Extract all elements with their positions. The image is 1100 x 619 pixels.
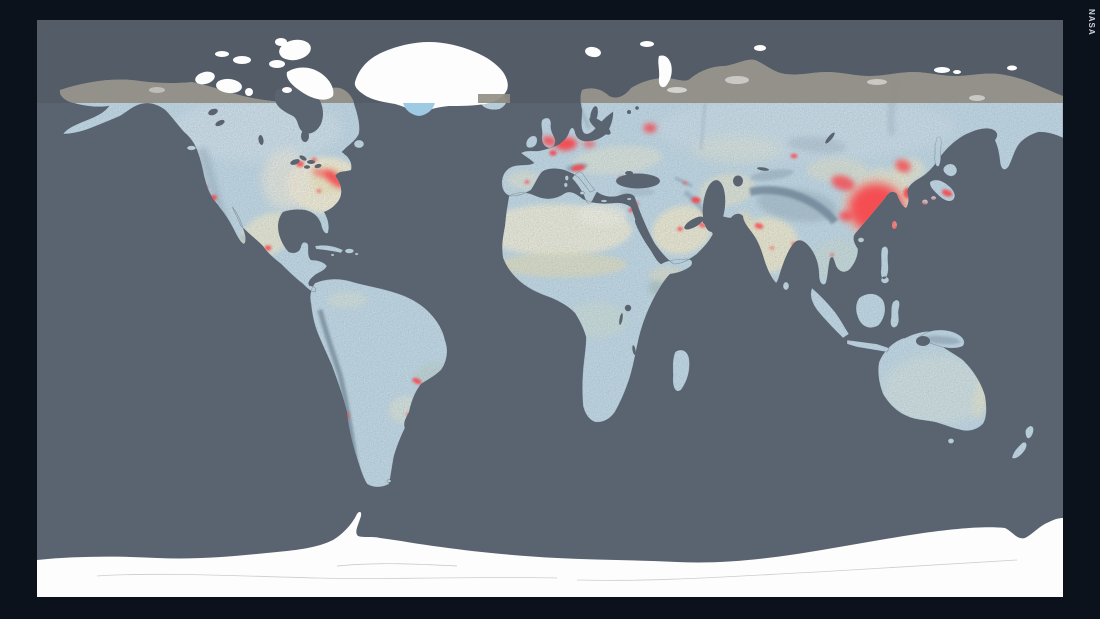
hotspot-madrid bbox=[524, 180, 530, 184]
hotspot-ohio-valley bbox=[312, 168, 330, 178]
hotspot-poland-silesia bbox=[583, 140, 595, 148]
hotspot-beijing-northeast bbox=[895, 159, 911, 173]
hotspot-delhi-punjab bbox=[754, 223, 764, 229]
greenland-south-tip bbox=[403, 103, 435, 116]
hotspot-atlanta bbox=[316, 189, 322, 193]
hotspot-india-interior-1 bbox=[769, 246, 775, 250]
sea-of-okhotsk bbox=[958, 128, 998, 152]
red-sea bbox=[634, 219, 662, 261]
lake-victoria bbox=[624, 304, 632, 312]
caspian-sea bbox=[702, 180, 726, 232]
hotspot-mexico-city bbox=[264, 245, 272, 251]
world-map-area bbox=[37, 20, 1063, 597]
hotspot-tehran bbox=[691, 196, 701, 204]
hudson-bay bbox=[274, 86, 323, 134]
hotspot-persian-gulf-coast bbox=[698, 222, 706, 228]
black-sea bbox=[616, 173, 660, 189]
hotspot-paris bbox=[549, 150, 557, 156]
hotspot-baku-caucasus bbox=[682, 181, 688, 185]
hotspot-china-northwest-lobe bbox=[831, 175, 855, 191]
hotspot-uk-london-midlands bbox=[542, 136, 556, 146]
svalbard bbox=[585, 46, 601, 58]
iceland-polar-half bbox=[478, 94, 510, 103]
persian-gulf bbox=[684, 216, 704, 230]
hotspot-riyadh bbox=[677, 226, 683, 232]
hotspot-sichuan-basin bbox=[839, 211, 853, 221]
gulf-of-carpentaria bbox=[916, 336, 930, 346]
photo-credit: NASA bbox=[1087, 9, 1096, 36]
hotspot-moscow bbox=[643, 123, 657, 133]
inland-waters bbox=[208, 86, 998, 355]
arctic-ice-layer bbox=[195, 38, 1017, 114]
antarctica bbox=[37, 511, 1063, 597]
hotspot-po-valley bbox=[571, 164, 585, 172]
hotspot-bangkok bbox=[830, 253, 834, 257]
novaya-zemlya bbox=[658, 55, 672, 88]
hotspot-tokyo bbox=[941, 189, 953, 197]
greenland bbox=[354, 42, 508, 114]
world-pollution-map bbox=[37, 20, 1063, 597]
hotspot-sao-paulo-rio bbox=[412, 377, 422, 385]
hotspot-urumqi bbox=[790, 153, 798, 159]
